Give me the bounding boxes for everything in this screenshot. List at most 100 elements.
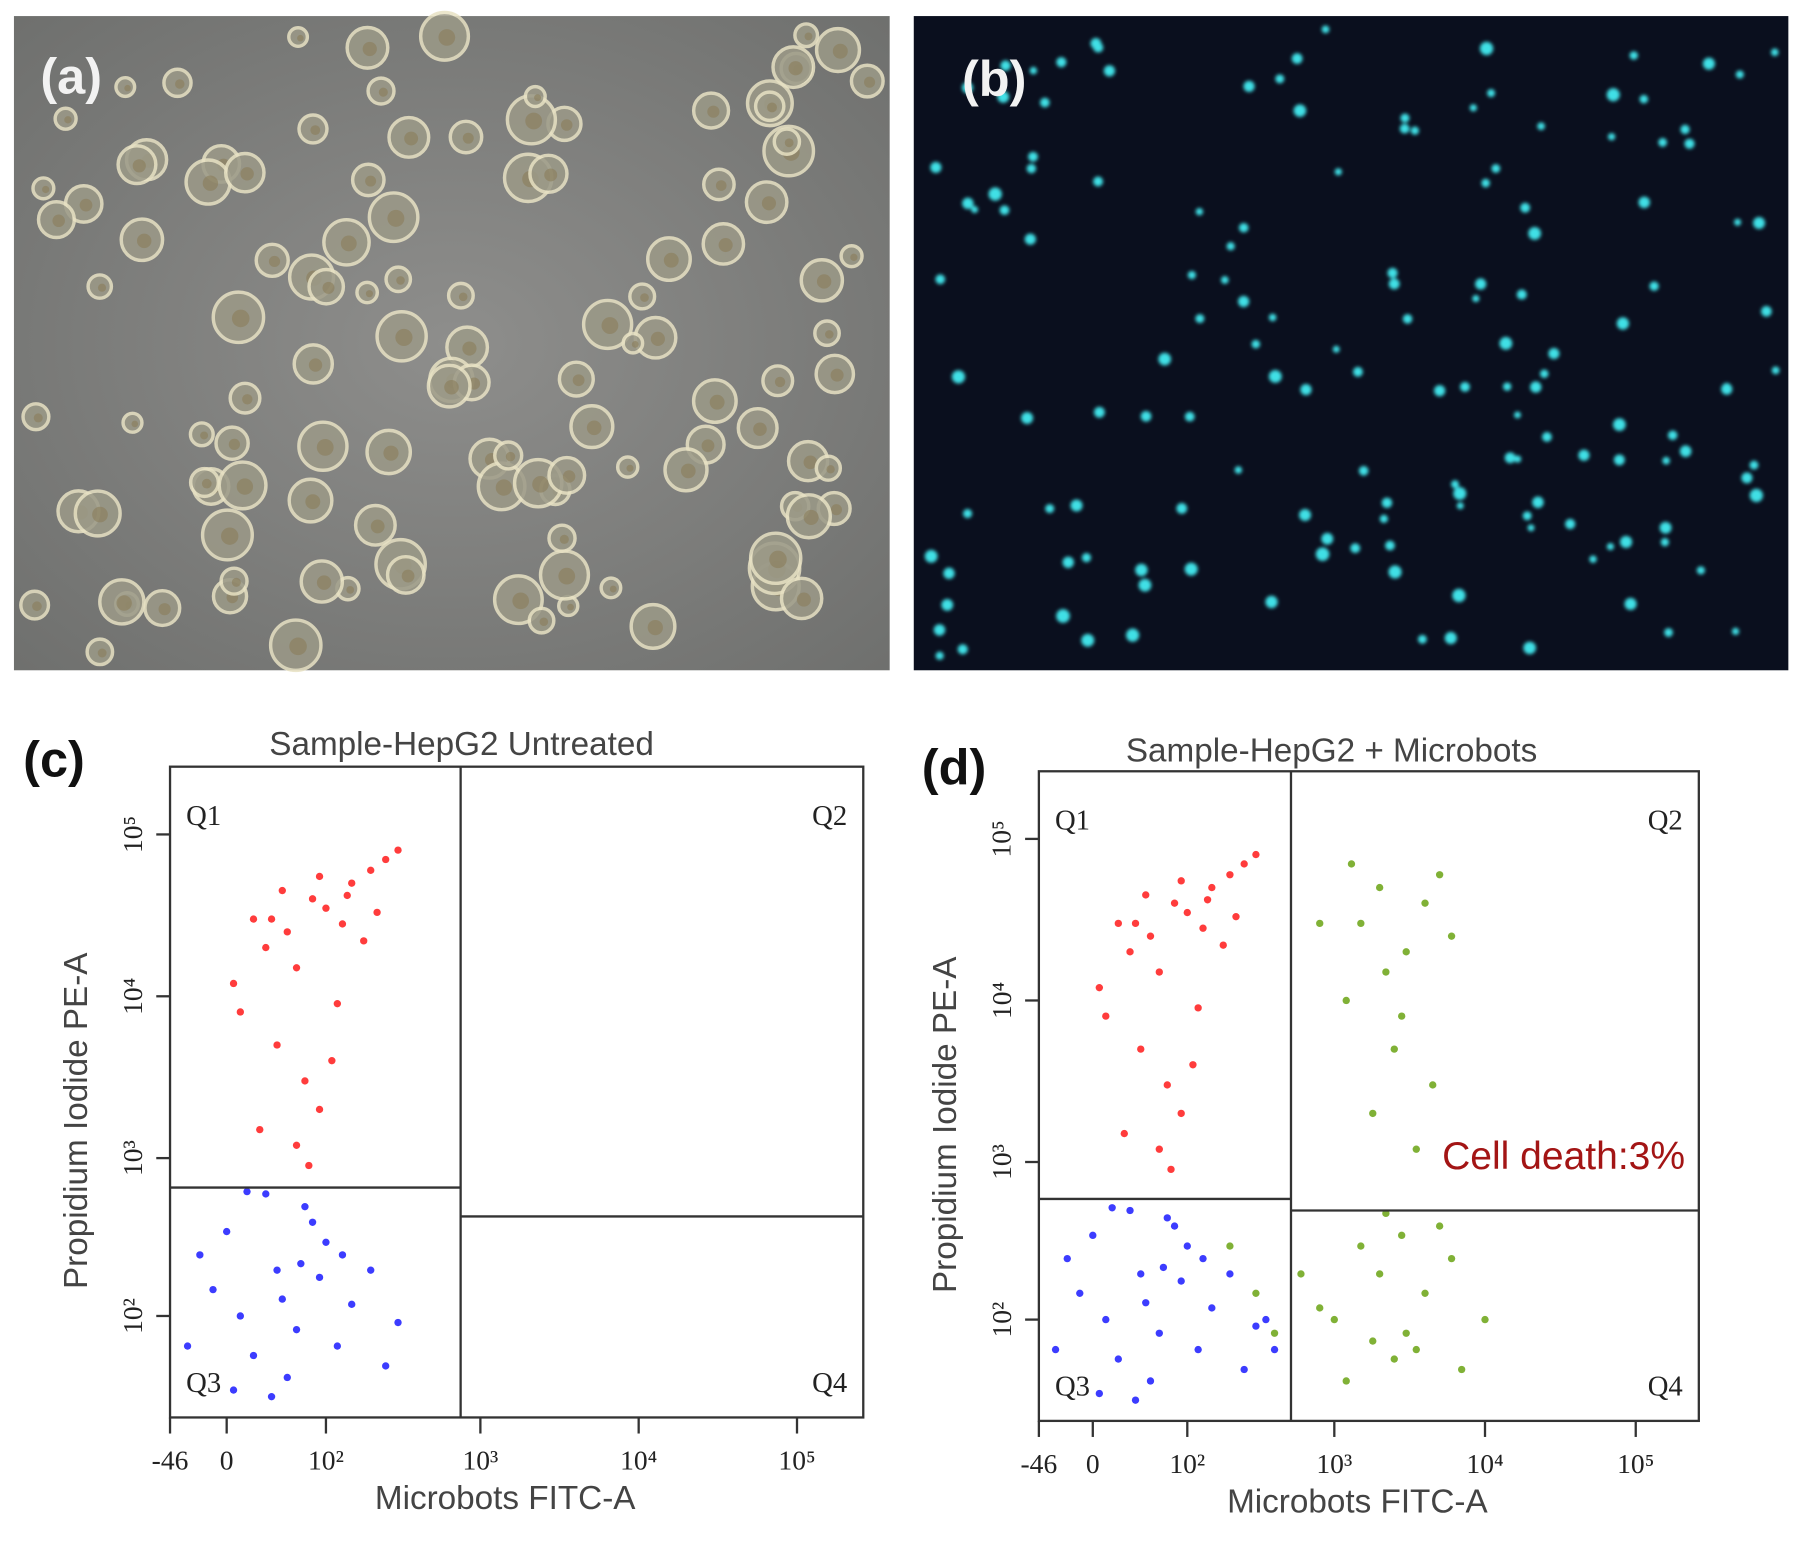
quadrant-label: Q1: [186, 800, 221, 832]
event-point: [1375, 1270, 1384, 1278]
event-point: [1262, 1315, 1270, 1324]
event-point: [1146, 1377, 1155, 1385]
cell-core: [387, 209, 405, 227]
cell-core: [803, 509, 819, 525]
event-point: [1402, 1329, 1410, 1337]
cell-core: [64, 116, 72, 124]
event-point: [1142, 891, 1150, 899]
event-point: [1316, 1304, 1324, 1312]
event-point: [1421, 1289, 1429, 1297]
event-point: [1330, 1315, 1338, 1324]
event-point: [1252, 1289, 1260, 1297]
event-point: [1382, 968, 1390, 976]
cell-core: [586, 420, 602, 436]
x-tick-label: 0: [220, 1445, 234, 1476]
y-axis-label: Propidium Iodide PE-A: [927, 956, 964, 1293]
nucleus: [935, 651, 944, 660]
nucleus: [1379, 514, 1388, 523]
event-point: [360, 937, 368, 945]
nucleus: [1103, 65, 1116, 77]
nucleus: [1696, 566, 1705, 575]
nucleus: [1660, 538, 1670, 547]
cell-core: [774, 376, 786, 388]
cell-core: [512, 592, 530, 610]
nucleus: [1126, 628, 1140, 642]
cell-core: [79, 198, 93, 212]
event-point: [315, 1105, 324, 1114]
event-point: [1226, 1242, 1234, 1250]
event-point: [1252, 1322, 1260, 1330]
cell-core: [458, 292, 468, 302]
nucleus: [1045, 504, 1055, 514]
cell-core: [33, 413, 43, 423]
x-tick-label: 10³: [1316, 1448, 1352, 1479]
event-point: [1163, 1081, 1171, 1089]
event-point: [1435, 871, 1444, 879]
nucleus: [1040, 97, 1050, 108]
nucleus: [1548, 348, 1560, 360]
quadrant-label: Q4: [812, 1367, 847, 1399]
event-point: [315, 1273, 324, 1282]
event-point: [1131, 1396, 1140, 1404]
nucleus: [1770, 48, 1779, 57]
event-point: [1429, 1081, 1437, 1089]
nucleus: [1226, 242, 1235, 251]
event-point: [1369, 1109, 1377, 1118]
nucleus: [1291, 53, 1303, 64]
event-point: [1114, 919, 1122, 928]
event-point: [394, 846, 402, 854]
nucleus: [1456, 502, 1464, 510]
nucleus: [1578, 449, 1590, 461]
nucleus: [1451, 480, 1460, 489]
nucleus: [1481, 178, 1490, 188]
event-point: [1108, 1204, 1116, 1212]
nucleus: [1184, 411, 1195, 422]
event-point: [1357, 1242, 1365, 1250]
nucleus: [1523, 641, 1537, 655]
event-point: [1390, 1045, 1398, 1053]
cell-core: [378, 87, 388, 97]
event-point: [1170, 899, 1179, 907]
event-point: [1240, 860, 1248, 868]
nucleus: [1616, 317, 1630, 330]
nucleus: [1081, 553, 1092, 563]
nucleus: [1334, 168, 1342, 176]
cell-core: [560, 119, 573, 131]
nucleus: [1679, 445, 1692, 458]
cell-core: [175, 79, 185, 89]
nucleus: [1528, 227, 1542, 240]
cell-core: [462, 132, 474, 144]
event-point: [1063, 1254, 1071, 1263]
event-point: [1167, 1165, 1175, 1174]
nucleus: [1237, 295, 1250, 308]
quadrant-label: Q3: [1055, 1370, 1090, 1402]
event-point: [1447, 932, 1456, 940]
cell-core: [825, 330, 834, 339]
nucleus: [943, 567, 955, 580]
nucleus: [1021, 411, 1034, 425]
nucleus: [962, 197, 974, 210]
nucleus: [1293, 104, 1307, 118]
event-point: [1297, 1270, 1305, 1278]
event-point: [262, 1190, 270, 1198]
cell-core: [525, 112, 543, 130]
cell-core: [346, 585, 355, 594]
event-point: [1194, 1345, 1202, 1354]
nucleus: [1502, 382, 1512, 391]
nucleus: [1195, 208, 1204, 216]
plot-frame: [1037, 770, 1700, 1423]
event-point: [1137, 1045, 1145, 1053]
nucleus: [1265, 595, 1278, 609]
event-point: [229, 1386, 238, 1394]
nucleus: [1402, 314, 1413, 324]
event-point: [1189, 1061, 1197, 1069]
nucleus: [1350, 543, 1361, 554]
cell-core: [850, 253, 858, 261]
cell-core: [92, 506, 108, 523]
nucleus: [1753, 216, 1766, 229]
event-point: [209, 1285, 217, 1294]
event-point: [1120, 1129, 1128, 1138]
event-point: [1208, 1304, 1216, 1312]
event-point: [343, 891, 351, 900]
nucleus: [1702, 57, 1715, 70]
